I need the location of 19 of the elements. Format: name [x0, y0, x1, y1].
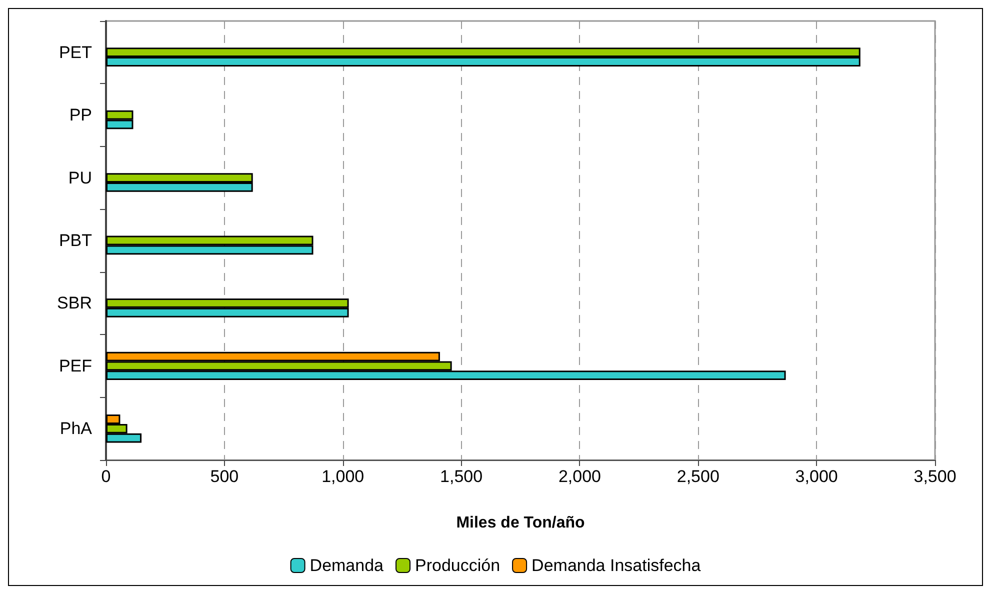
x-tick-label: 1,000 [322, 467, 364, 486]
x-tick-label: 2,500 [676, 467, 720, 486]
x-tick-label: 3,500 [914, 467, 956, 486]
legend-label: Producción [415, 556, 500, 575]
y-tick-label: PP [69, 106, 92, 125]
legend-label: Demanda [310, 556, 384, 575]
x-tick-label: 2,000 [558, 467, 601, 486]
x-axis-title: Miles de Ton/año [456, 514, 586, 532]
y-tick-label: PBT [58, 231, 92, 250]
x-tick-label: 1,500 [440, 467, 483, 486]
y-tick-label: PEF [58, 356, 92, 376]
y-tick-label: SBR [57, 294, 92, 313]
x-tick-label: 500 [210, 467, 239, 486]
y-tick-label: PET [58, 42, 92, 62]
x-tick-label: 0 [101, 467, 111, 486]
y-tick-label: PhA [60, 419, 93, 438]
y-tick-label: PU [68, 168, 92, 188]
legend-label: Demanda Insatisfecha [532, 556, 702, 575]
x-tick-label: 3,000 [795, 467, 838, 486]
